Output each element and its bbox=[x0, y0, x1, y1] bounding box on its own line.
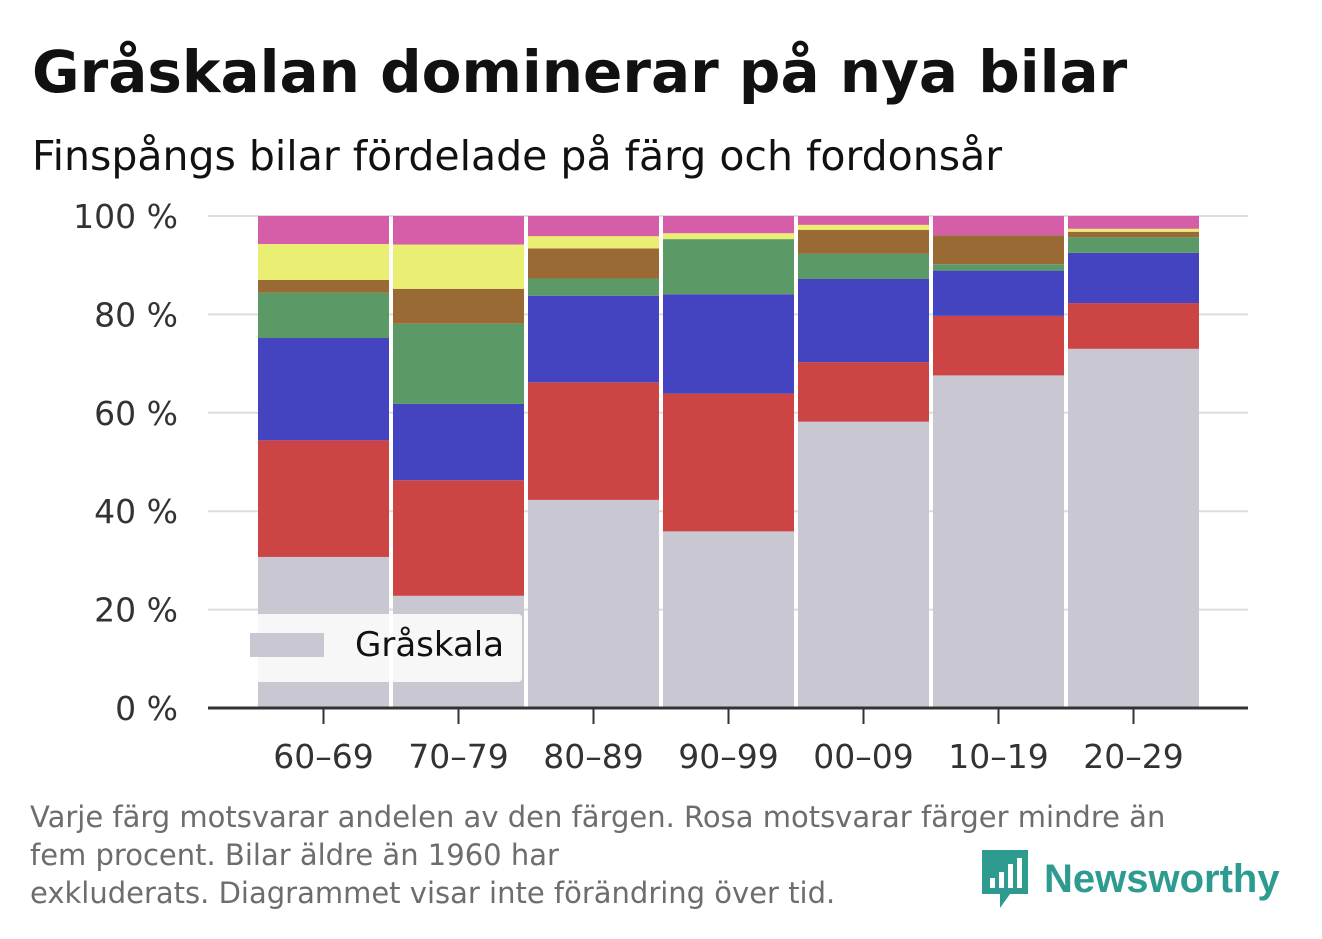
bar-segment bbox=[798, 362, 929, 422]
footnote-line: Varje färg motsvarar andelen av den färg… bbox=[30, 800, 1166, 834]
bar-segment bbox=[933, 235, 1064, 265]
bar-segment bbox=[798, 229, 929, 254]
x-tick-label: 70–79 bbox=[408, 737, 508, 776]
brand-logo: Newsworthy bbox=[980, 848, 1280, 910]
bar-segment bbox=[528, 248, 659, 279]
bar-segment bbox=[1068, 237, 1199, 253]
brand-name: Newsworthy bbox=[1044, 856, 1280, 901]
bar-segment bbox=[393, 216, 524, 245]
bar-segment bbox=[258, 292, 389, 339]
x-tick-label: 60–69 bbox=[273, 737, 373, 776]
y-tick-label: 20 % bbox=[94, 591, 178, 630]
legend: Gråskala bbox=[240, 614, 522, 682]
legend-swatch-graskala bbox=[250, 633, 324, 657]
bar-segment bbox=[798, 421, 929, 708]
chart-title: Gråskalan dominerar på nya bilar bbox=[32, 38, 1128, 106]
bar-segment bbox=[1068, 252, 1199, 304]
chart-footnote: Varje färg motsvarar andelen av den färg… bbox=[30, 798, 1270, 912]
y-tick-label: 100 % bbox=[73, 197, 178, 236]
bar-segment bbox=[393, 288, 524, 324]
bar-segment bbox=[798, 253, 929, 279]
y-axis-tick-labels: 0 % 20 % 40 % 60 % 80 % 100 % bbox=[73, 197, 178, 728]
bar-segment bbox=[393, 480, 524, 596]
bar-segment bbox=[933, 315, 1064, 376]
bar-segment bbox=[528, 382, 659, 500]
bar-segment bbox=[933, 270, 1064, 316]
bar-segment bbox=[528, 216, 659, 237]
bar-segment bbox=[933, 375, 1064, 708]
bar-segment bbox=[798, 278, 929, 363]
x-tick-label: 20–29 bbox=[1083, 737, 1183, 776]
legend-box bbox=[240, 614, 522, 682]
bars bbox=[258, 216, 1199, 708]
bar-segment bbox=[663, 294, 794, 394]
y-tick-label: 80 % bbox=[94, 295, 178, 334]
bar-segment bbox=[528, 499, 659, 708]
bar-segment bbox=[258, 216, 389, 245]
stacked-bar-chart: 0 % 20 % 40 % 60 % 80 % 100 % 60–69 70–79 80–89… bbox=[73, 197, 1248, 776]
bar-segment bbox=[393, 403, 524, 481]
bar-segment bbox=[663, 216, 794, 234]
bar-segment bbox=[258, 440, 389, 557]
bar-segment bbox=[393, 244, 524, 289]
y-tick-label: 60 % bbox=[94, 394, 178, 433]
bar-segment bbox=[663, 239, 794, 295]
bar-segment bbox=[663, 393, 794, 532]
bar-segment bbox=[258, 279, 389, 293]
chart-subtitle: Finspångs bilar fördelade på färg och fo… bbox=[32, 132, 1003, 180]
legend-label-graskala: Gråskala bbox=[355, 625, 504, 665]
footnote-line: exkluderats. Diagrammet visar inte förän… bbox=[30, 876, 836, 910]
bar-segment bbox=[528, 295, 659, 383]
bar-segment bbox=[1068, 348, 1199, 708]
bar-segment bbox=[663, 233, 794, 240]
bar-segment bbox=[933, 216, 1064, 236]
bar-segment bbox=[528, 278, 659, 296]
bar-segment bbox=[798, 216, 929, 225]
bar-segment bbox=[1068, 228, 1199, 232]
x-tick-label: 90–99 bbox=[678, 737, 778, 776]
y-tick-label: 0 % bbox=[115, 689, 178, 728]
bar-segment bbox=[1068, 231, 1199, 238]
x-tick-label: 00–09 bbox=[813, 737, 913, 776]
bar-segment bbox=[1068, 216, 1199, 229]
bar-segment bbox=[1068, 303, 1199, 349]
y-tick-label: 40 % bbox=[94, 492, 178, 531]
bar-segment bbox=[798, 224, 929, 230]
bar-segment bbox=[258, 244, 389, 280]
bar-segment bbox=[663, 531, 794, 708]
x-tick-label: 80–89 bbox=[543, 737, 643, 776]
bar-segment bbox=[258, 338, 389, 441]
bar-segment bbox=[933, 264, 1064, 271]
x-axis: 60–69 70–79 80–89 90–99 00–09 10–19 20–29 bbox=[208, 706, 1248, 776]
bar-segment bbox=[528, 236, 659, 249]
x-tick-label: 10–19 bbox=[948, 737, 1048, 776]
bar-segment bbox=[393, 323, 524, 404]
footnote-line: fem procent. Bilar äldre än 1960 har bbox=[30, 838, 559, 872]
bar-chart-speech-bubble-icon bbox=[982, 850, 1028, 908]
